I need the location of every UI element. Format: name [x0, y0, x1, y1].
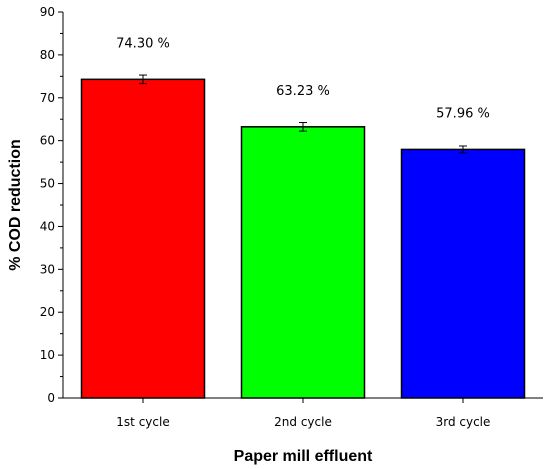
data-label-3: 57.96 % [436, 106, 490, 121]
y-tick-label: 50 [40, 177, 55, 191]
y-tick-label: 80 [40, 48, 55, 62]
x-ticks: 1st cycle 2nd cycle 3rd cycle [116, 398, 490, 429]
y-tick-label: 30 [40, 262, 55, 276]
y-tick-label: 70 [40, 91, 55, 105]
y-tick-label: 90 [40, 5, 55, 19]
y-tick-label: 0 [47, 391, 55, 405]
data-label-1: 74.30 % [116, 36, 170, 51]
x-tick-label: 1st cycle [116, 415, 169, 429]
x-tick-label: 2nd cycle [274, 415, 332, 429]
data-labels: 74.30 % 63.23 % 57.96 % [116, 36, 490, 121]
bar-1 [80, 78, 206, 399]
x-axis-title: Paper mill effluent [234, 448, 373, 465]
y-axis-title: % COD reduction [7, 139, 24, 271]
bar-2 [240, 126, 366, 399]
y-tick-label: 10 [40, 348, 55, 362]
y-ticks: 0 10 20 30 40 50 60 70 80 90 [40, 5, 63, 405]
y-tick-label: 40 [40, 219, 55, 233]
y-tick-label: 60 [40, 134, 55, 148]
data-label-2: 63.23 % [276, 84, 330, 99]
bars-layer [80, 74, 526, 399]
y-tick-label: 20 [40, 305, 55, 319]
bar-3 [400, 148, 526, 399]
x-tick-label: 3rd cycle [436, 415, 491, 429]
